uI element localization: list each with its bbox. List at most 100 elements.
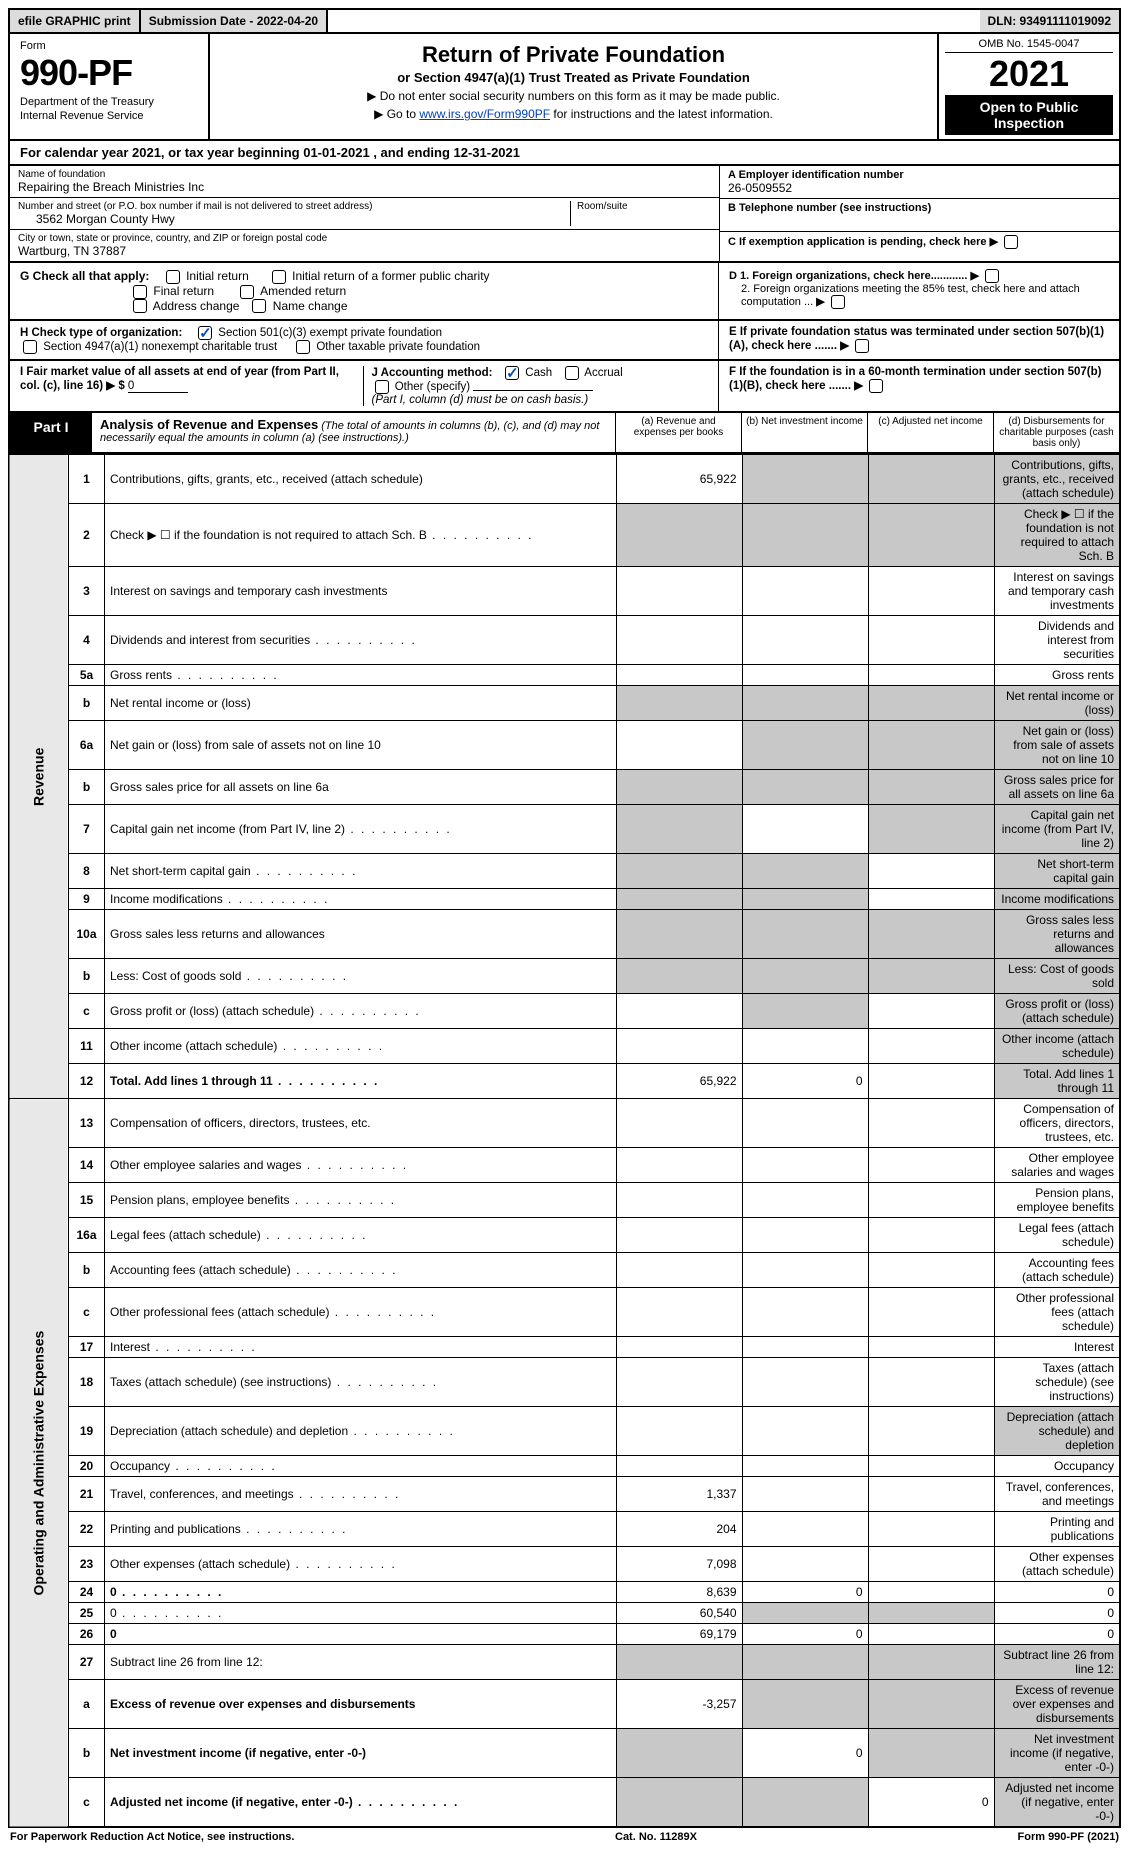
- amount-cell-a: [616, 616, 742, 665]
- amount-cell-a: 60,540: [616, 1603, 742, 1624]
- e-checkbox[interactable]: [855, 339, 869, 353]
- table-row: Revenue1Contributions, gifts, grants, et…: [9, 455, 1120, 504]
- ein-label: A Employer identification number: [728, 169, 1111, 181]
- h-section: H Check type of organization: Section 50…: [10, 321, 719, 359]
- amount-cell-d: Pension plans, employee benefits: [994, 1183, 1120, 1218]
- c-checkbox[interactable]: [1004, 235, 1018, 249]
- j-other-checkbox[interactable]: [375, 380, 389, 394]
- g-final-return-checkbox[interactable]: [133, 285, 147, 299]
- amount-cell-b: [742, 1456, 868, 1477]
- amount-cell-c: 0: [868, 1778, 994, 1828]
- h-501c3-checkbox[interactable]: [198, 326, 212, 340]
- line-number: 14: [69, 1148, 105, 1183]
- line-description: 0: [105, 1603, 617, 1624]
- amount-cell-d: Other expenses (attach schedule): [994, 1547, 1120, 1582]
- amount-cell-a: 7,098: [616, 1547, 742, 1582]
- dln: DLN: 93491111019092: [980, 10, 1119, 32]
- g-opt4: Amended return: [260, 284, 346, 298]
- amount-cell-c: [868, 1288, 994, 1337]
- table-row: Operating and Administrative Expenses13C…: [9, 1099, 1120, 1148]
- g-initial-return-checkbox[interactable]: [166, 270, 180, 284]
- amount-cell-c: [868, 1603, 994, 1624]
- amount-cell-a: [616, 1029, 742, 1064]
- amount-cell-c: [868, 910, 994, 959]
- line-description: Gross rents: [105, 665, 617, 686]
- col-c-head: (c) Adjusted net income: [867, 413, 993, 452]
- line-number: b: [69, 1729, 105, 1778]
- j-note: (Part I, column (d) must be on cash basi…: [372, 394, 589, 406]
- amount-cell-c: [868, 1064, 994, 1099]
- amount-cell-b: [742, 1148, 868, 1183]
- amount-cell-c: [868, 721, 994, 770]
- form-header: Form 990-PF Department of the Treasury I…: [8, 34, 1121, 141]
- g-former-public-checkbox[interactable]: [272, 270, 286, 284]
- amount-cell-b: [742, 1407, 868, 1456]
- table-row: bAccounting fees (attach schedule)Accoun…: [9, 1253, 1120, 1288]
- amount-cell-d: Net short-term capital gain: [994, 854, 1120, 889]
- line-description: Check ▶ ☐ if the foundation is not requi…: [105, 504, 617, 567]
- amount-cell-d: Adjusted net income (if negative, enter …: [994, 1778, 1120, 1828]
- table-row: 17InterestInterest: [9, 1337, 1120, 1358]
- amount-cell-a: [616, 889, 742, 910]
- line-description: Interest on savings and temporary cash i…: [105, 567, 617, 616]
- amount-cell-a: [616, 504, 742, 567]
- amount-cell-d: Gross profit or (loss) (attach schedule): [994, 994, 1120, 1029]
- amount-cell-b: [742, 1680, 868, 1729]
- g-d-row: G Check all that apply: Initial return I…: [8, 263, 1121, 321]
- i-value: 0: [128, 380, 188, 393]
- h-other-checkbox[interactable]: [296, 340, 310, 354]
- submission-date: Submission Date - 2022-04-20: [141, 10, 328, 32]
- amount-cell-a: [616, 665, 742, 686]
- line-number: 6a: [69, 721, 105, 770]
- amount-cell-c: [868, 455, 994, 504]
- j-cash-checkbox[interactable]: [505, 366, 519, 380]
- i-section: I Fair market value of all assets at end…: [20, 366, 364, 406]
- j-accrual-checkbox[interactable]: [565, 366, 579, 380]
- line-description: Pension plans, employee benefits: [105, 1183, 617, 1218]
- amount-cell-d: Occupancy: [994, 1456, 1120, 1477]
- h-4947-checkbox[interactable]: [23, 340, 37, 354]
- instr-link-row: ▶ Go to www.irs.gov/Form990PF for instru…: [220, 107, 927, 121]
- phone-value: [728, 214, 1111, 228]
- table-row: cGross profit or (loss) (attach schedule…: [9, 994, 1120, 1029]
- amount-cell-d: Capital gain net income (from Part IV, l…: [994, 805, 1120, 854]
- line-number: 17: [69, 1337, 105, 1358]
- city: Wartburg, TN 37887: [18, 244, 711, 258]
- table-row: 10aGross sales less returns and allowanc…: [9, 910, 1120, 959]
- amount-cell-c: [868, 1624, 994, 1645]
- line-description: Gross sales price for all assets on line…: [105, 770, 617, 805]
- j-cash: Cash: [525, 368, 552, 380]
- g-name-change-checkbox[interactable]: [252, 299, 266, 313]
- g-address-change-checkbox[interactable]: [133, 299, 147, 313]
- line-number: b: [69, 686, 105, 721]
- line-description: Less: Cost of goods sold: [105, 959, 617, 994]
- amount-cell-d: Interest on savings and temporary cash i…: [994, 567, 1120, 616]
- d2-checkbox[interactable]: [831, 295, 845, 309]
- amount-cell-d: Gross sales less returns and allowances: [994, 910, 1120, 959]
- amount-cell-b: [742, 1778, 868, 1828]
- g-opt2: Address change: [153, 299, 240, 313]
- d1-checkbox[interactable]: [985, 269, 999, 283]
- line-number: 27: [69, 1645, 105, 1680]
- amount-cell-b: [742, 1099, 868, 1148]
- table-row: 4Dividends and interest from securitiesD…: [9, 616, 1120, 665]
- line-description: Net rental income or (loss): [105, 686, 617, 721]
- line-number: c: [69, 1778, 105, 1828]
- amount-cell-c: [868, 1456, 994, 1477]
- amount-cell-c: [868, 1512, 994, 1547]
- line-number: 22: [69, 1512, 105, 1547]
- f-checkbox[interactable]: [869, 379, 883, 393]
- amount-cell-b: 0: [742, 1064, 868, 1099]
- amount-cell-d: Check ▶ ☐ if the foundation is not requi…: [994, 504, 1120, 567]
- amount-cell-a: [616, 1456, 742, 1477]
- efile-label[interactable]: efile GRAPHIC print: [10, 10, 141, 32]
- amount-cell-d: Printing and publications: [994, 1512, 1120, 1547]
- line-number: 19: [69, 1407, 105, 1456]
- g-amended-checkbox[interactable]: [240, 285, 254, 299]
- irs-link[interactable]: www.irs.gov/Form990PF: [419, 107, 550, 121]
- section-side-label: Operating and Administrative Expenses: [9, 1099, 69, 1828]
- j-other: Other (specify): [395, 382, 470, 394]
- amount-cell-d: Dividends and interest from securities: [994, 616, 1120, 665]
- table-row: 7Capital gain net income (from Part IV, …: [9, 805, 1120, 854]
- room-label: Room/suite: [577, 201, 711, 212]
